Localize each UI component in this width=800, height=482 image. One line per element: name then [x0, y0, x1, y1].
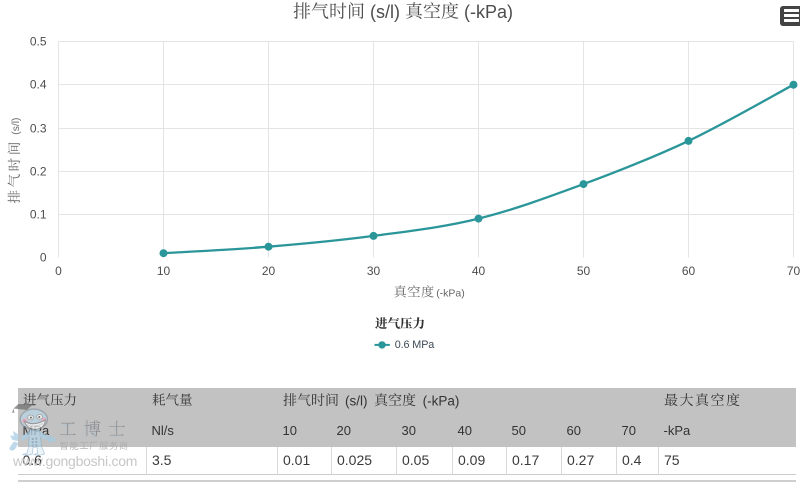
- svg-text:70: 70: [787, 264, 800, 278]
- svg-text:0.6 MPa: 0.6 MPa: [394, 340, 434, 352]
- svg-text:0.3: 0.3: [30, 122, 47, 136]
- svg-text:0.5: 0.5: [30, 35, 47, 49]
- svg-text:0.2: 0.2: [30, 165, 47, 179]
- svg-text:0.4: 0.4: [30, 78, 47, 92]
- svg-text:www.gongboshi.com: www.gongboshi.com: [12, 453, 137, 469]
- svg-text:0: 0: [55, 264, 62, 278]
- svg-text:0: 0: [40, 251, 47, 265]
- svg-text:50: 50: [577, 264, 591, 278]
- svg-text:40: 40: [472, 264, 486, 278]
- svg-text:20: 20: [262, 264, 276, 278]
- svg-text:10: 10: [157, 264, 171, 278]
- svg-text:60: 60: [682, 264, 696, 278]
- svg-text:(-kPa): (-kPa): [436, 288, 465, 300]
- svg-text:0.1: 0.1: [30, 208, 47, 222]
- svg-text:(s/l): (s/l): [11, 118, 22, 135]
- svg-text:30: 30: [367, 264, 381, 278]
